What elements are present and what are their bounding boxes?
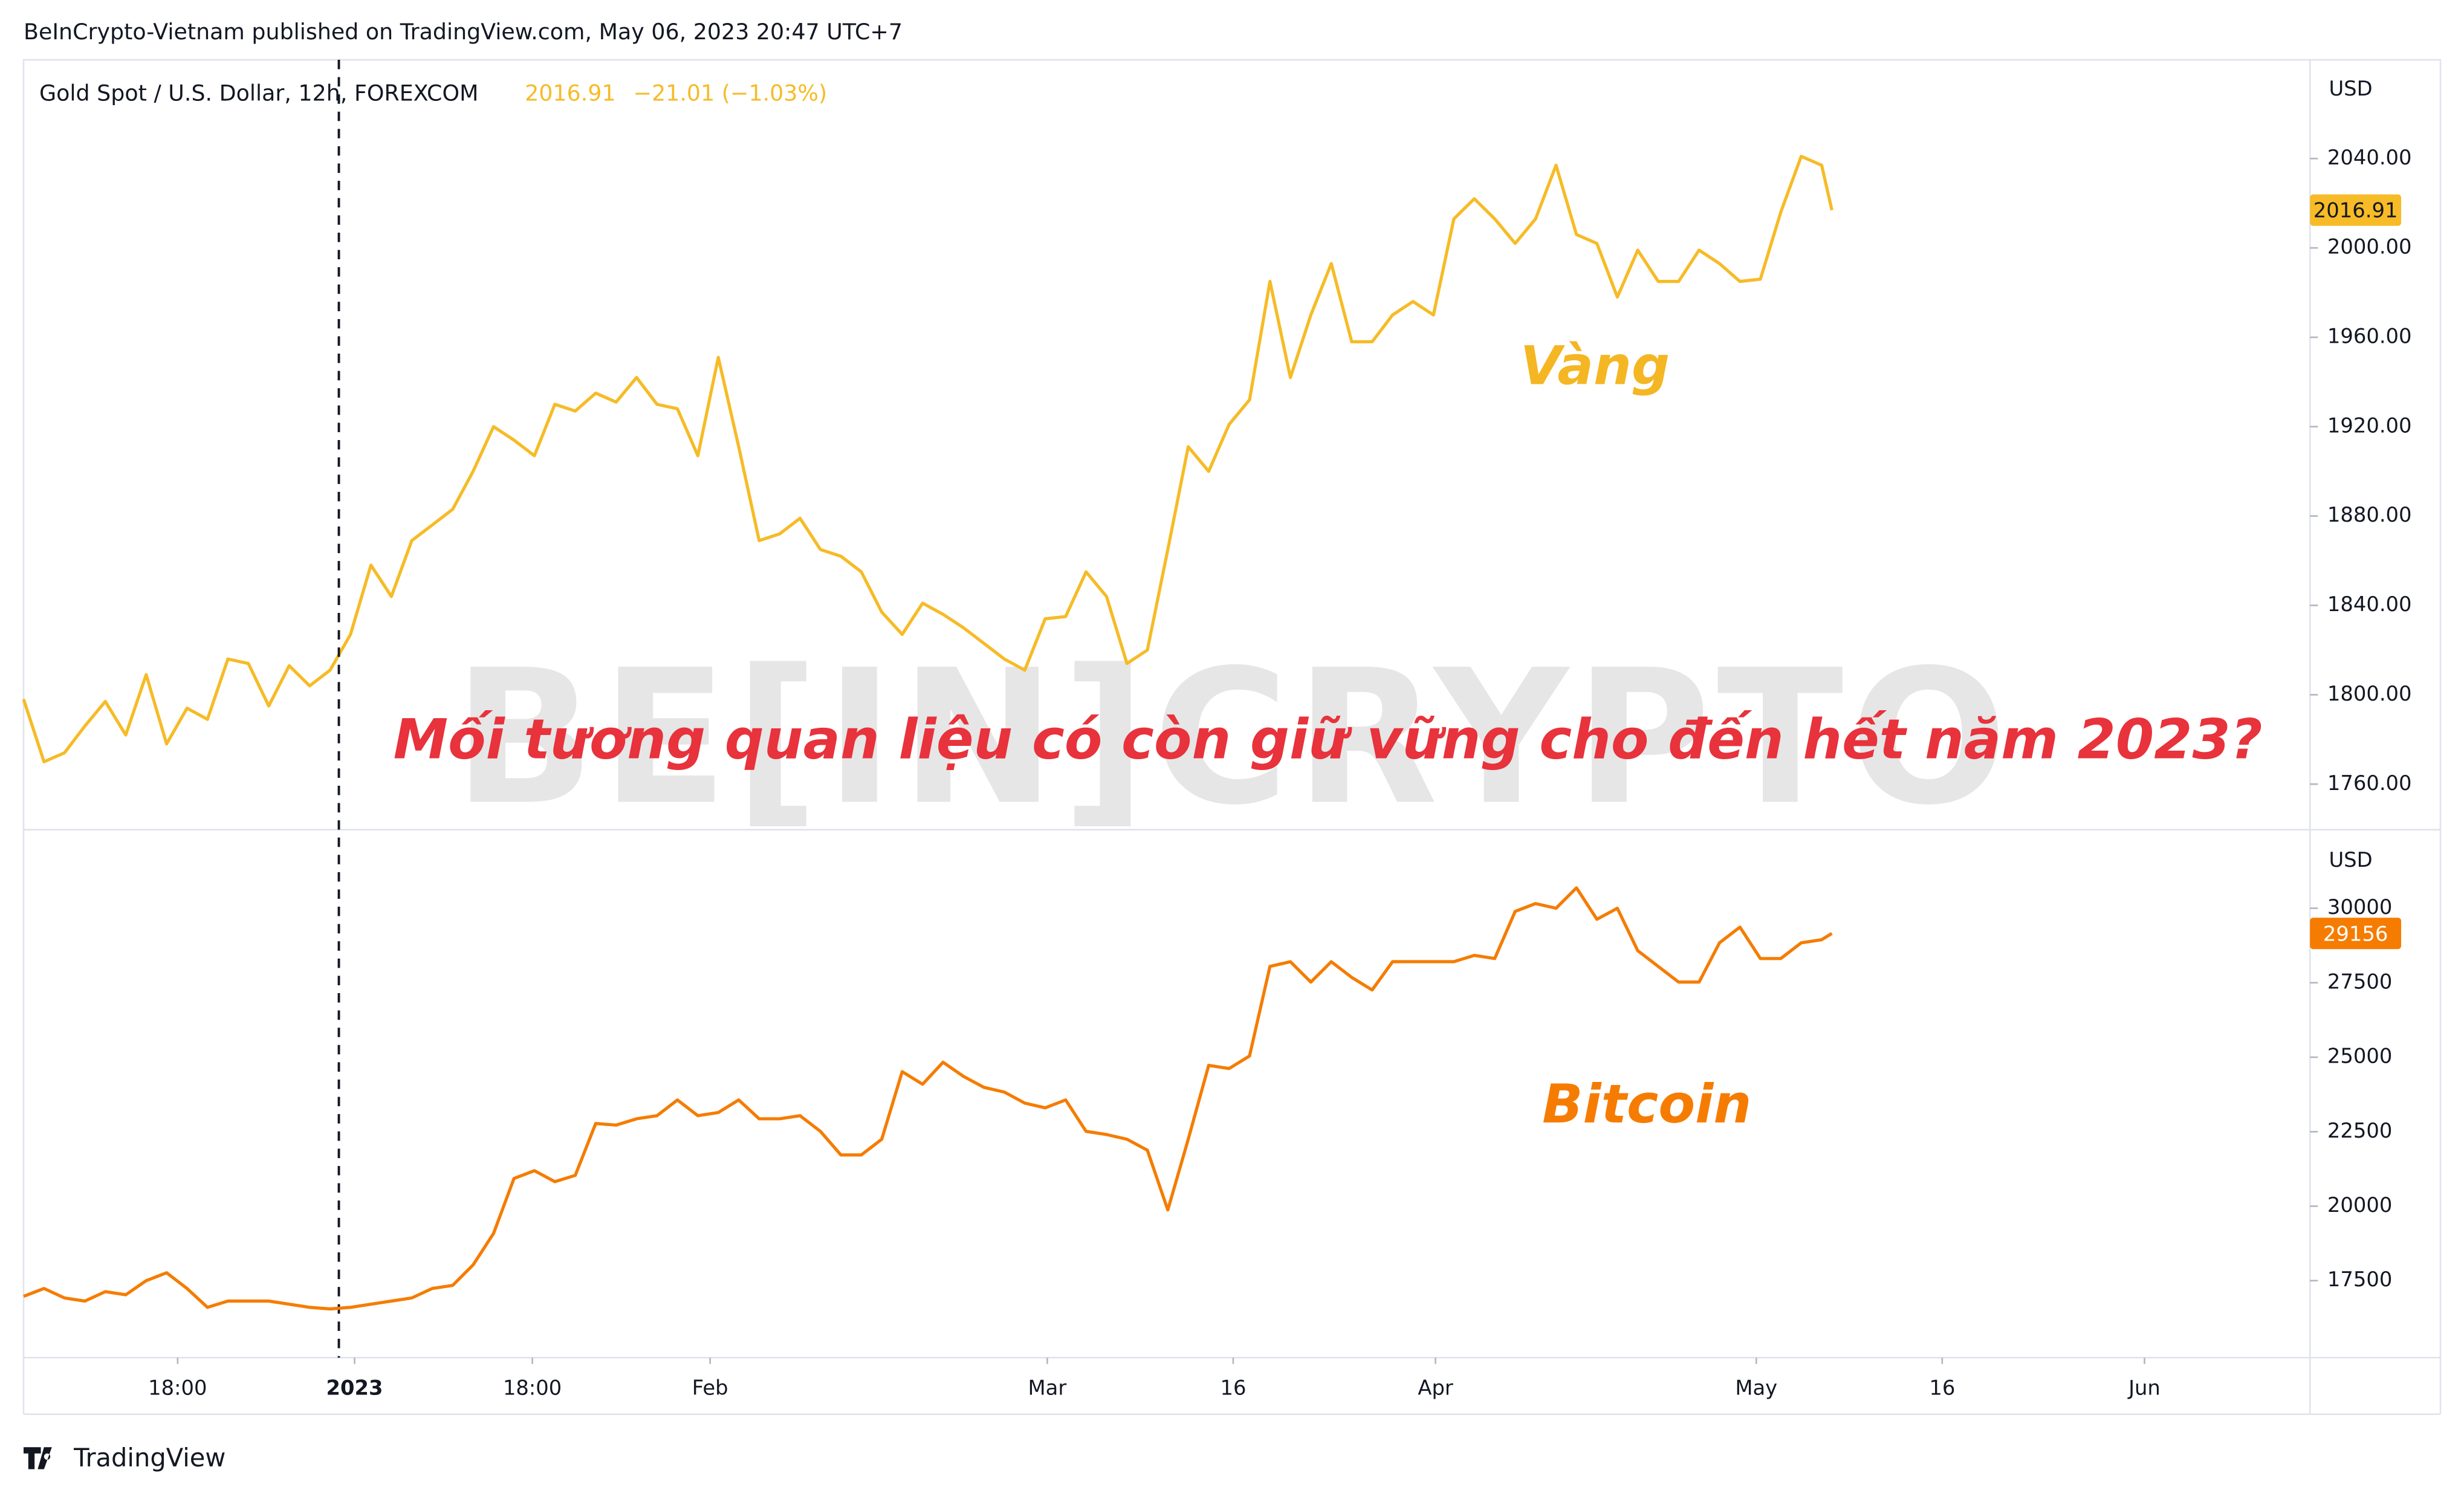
- frame: [22, 59, 2442, 1359]
- x-tick-label: Mar: [1028, 1376, 1067, 1400]
- y-tick-label: 2040.00: [2327, 146, 2412, 169]
- watermark: BE[IN]CRYPTO: [453, 630, 2014, 846]
- price-unit: USD: [2329, 848, 2372, 872]
- series-label: Vàng: [1520, 334, 1670, 397]
- price-tag: [2310, 918, 2402, 950]
- y-tick-label: 20000: [2327, 1193, 2392, 1217]
- y-tick-label: 30000: [2327, 895, 2392, 919]
- price-tag: [2310, 194, 2402, 226]
- headline: Mối tương quan liệu có còn giữ vững cho …: [394, 708, 2263, 772]
- y-tick-label: 1800.00: [2327, 682, 2412, 705]
- last-price: 2016.91: [525, 80, 615, 106]
- price-tag-label: 2016.91: [2313, 199, 2398, 222]
- y-tick-label: 25000: [2327, 1044, 2392, 1068]
- tradingview-logo: [23, 1447, 52, 1469]
- plots: 1760.00 1800.00 1840.00 1880.00 1920.00 1960.…: [22, 59, 2412, 1400]
- x-tick-label: 16: [1929, 1376, 1955, 1400]
- price-line: [23, 886, 1833, 1311]
- x-tick-label: 18:00: [148, 1376, 207, 1400]
- y-tick-label: 2000.00: [2327, 235, 2412, 259]
- y-tick-label: 1920.00: [2327, 413, 2412, 437]
- x-tick-label: May: [1735, 1376, 1777, 1400]
- series-label: Bitcoin: [1542, 1073, 1751, 1135]
- y-tick-label: 1840.00: [2327, 592, 2412, 616]
- x-tick-label: Jun: [2127, 1376, 2161, 1400]
- y-tick-label: 27500: [2327, 970, 2392, 993]
- y-tick-label: 1880.00: [2327, 503, 2412, 526]
- y-tick-label: 1960.00: [2327, 325, 2412, 348]
- price-line: [22, 155, 1833, 763]
- price-tag-label: 29156: [2323, 922, 2388, 945]
- y-tick-label: 1760.00: [2327, 771, 2412, 795]
- footer-brand: TradingView: [73, 1443, 225, 1472]
- price-unit: USD: [2329, 77, 2372, 100]
- publisher: BeInCrypto-Vietnam published on TradingV…: [24, 19, 903, 45]
- last-change: −21.01 (−1.03%): [634, 80, 828, 106]
- y-tick-label: 17500: [2327, 1268, 2392, 1291]
- x-tick-label: 2023: [326, 1376, 383, 1400]
- symbol-title: Gold Spot / U.S. Dollar, 12h, FOREXCOM: [39, 80, 479, 106]
- x-tick-label: Feb: [692, 1376, 728, 1400]
- x-tick-label: 16: [1220, 1376, 1246, 1400]
- x-tick-label: 18:00: [503, 1376, 562, 1400]
- x-tick-label: Apr: [1418, 1376, 1453, 1400]
- y-tick-label: 22500: [2327, 1119, 2392, 1142]
